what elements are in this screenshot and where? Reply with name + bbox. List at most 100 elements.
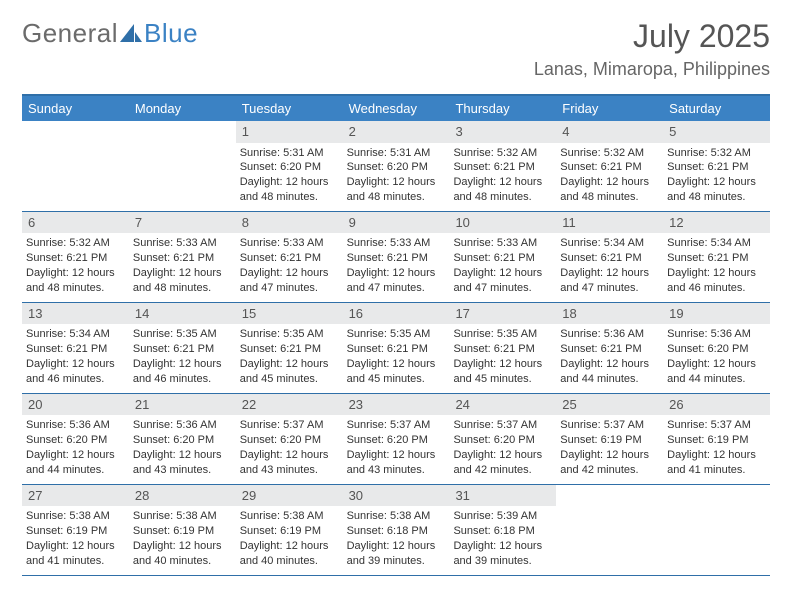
daylight-line: Daylight: 12 hours and 44 minutes. (26, 448, 125, 478)
day-details: Sunrise: 5:32 AMSunset: 6:21 PMDaylight:… (22, 233, 129, 301)
day-number: 8 (236, 212, 343, 234)
day-cell: 22Sunrise: 5:37 AMSunset: 6:20 PMDayligh… (236, 394, 343, 484)
day-cell: 29Sunrise: 5:38 AMSunset: 6:19 PMDayligh… (236, 485, 343, 575)
daylight-line: Daylight: 12 hours and 46 minutes. (667, 266, 766, 296)
day-details: Sunrise: 5:36 AMSunset: 6:21 PMDaylight:… (556, 324, 663, 392)
day-number: 13 (22, 303, 129, 325)
daylight-line: Daylight: 12 hours and 47 minutes. (560, 266, 659, 296)
daylight-line: Daylight: 12 hours and 43 minutes. (347, 448, 446, 478)
day-details: Sunrise: 5:38 AMSunset: 6:18 PMDaylight:… (343, 506, 450, 574)
weekday-label: Friday (556, 96, 663, 121)
day-number: 14 (129, 303, 236, 325)
day-cell: 14Sunrise: 5:35 AMSunset: 6:21 PMDayligh… (129, 303, 236, 393)
day-cell: 10Sunrise: 5:33 AMSunset: 6:21 PMDayligh… (449, 212, 556, 302)
day-details: Sunrise: 5:37 AMSunset: 6:20 PMDaylight:… (343, 415, 450, 483)
day-number: 7 (129, 212, 236, 234)
daylight-line: Daylight: 12 hours and 47 minutes. (240, 266, 339, 296)
daylight-line: Daylight: 12 hours and 42 minutes. (560, 448, 659, 478)
sunset-line: Sunset: 6:21 PM (240, 251, 339, 266)
sunset-line: Sunset: 6:21 PM (560, 342, 659, 357)
logo-word-2: Blue (144, 18, 198, 49)
calendar-body: ....1Sunrise: 5:31 AMSunset: 6:20 PMDayl… (22, 121, 770, 576)
weekday-label: Saturday (663, 96, 770, 121)
weekday-label: Monday (129, 96, 236, 121)
sunrise-line: Sunrise: 5:31 AM (240, 146, 339, 161)
day-number: 1 (236, 121, 343, 143)
daylight-line: Daylight: 12 hours and 44 minutes. (560, 357, 659, 387)
daylight-line: Daylight: 12 hours and 46 minutes. (26, 357, 125, 387)
daylight-line: Daylight: 12 hours and 39 minutes. (347, 539, 446, 569)
day-cell: 5Sunrise: 5:32 AMSunset: 6:21 PMDaylight… (663, 121, 770, 211)
day-cell: .. (556, 485, 663, 575)
weekday-label: Wednesday (343, 96, 450, 121)
sunrise-line: Sunrise: 5:34 AM (26, 327, 125, 342)
daylight-line: Daylight: 12 hours and 41 minutes. (667, 448, 766, 478)
sunrise-line: Sunrise: 5:32 AM (453, 146, 552, 161)
sunrise-line: Sunrise: 5:33 AM (133, 236, 232, 251)
daylight-line: Daylight: 12 hours and 40 minutes. (240, 539, 339, 569)
sunset-line: Sunset: 6:20 PM (240, 433, 339, 448)
day-number: 12 (663, 212, 770, 234)
daylight-line: Daylight: 12 hours and 48 minutes. (133, 266, 232, 296)
day-number: 16 (343, 303, 450, 325)
day-details: Sunrise: 5:34 AMSunset: 6:21 PMDaylight:… (556, 233, 663, 301)
day-details: Sunrise: 5:38 AMSunset: 6:19 PMDaylight:… (129, 506, 236, 574)
sunset-line: Sunset: 6:21 PM (26, 251, 125, 266)
day-cell: 9Sunrise: 5:33 AMSunset: 6:21 PMDaylight… (343, 212, 450, 302)
day-number: 19 (663, 303, 770, 325)
day-cell: 3Sunrise: 5:32 AMSunset: 6:21 PMDaylight… (449, 121, 556, 211)
day-number: 11 (556, 212, 663, 234)
daylight-line: Daylight: 12 hours and 48 minutes. (453, 175, 552, 205)
day-cell: 18Sunrise: 5:36 AMSunset: 6:21 PMDayligh… (556, 303, 663, 393)
daylight-line: Daylight: 12 hours and 41 minutes. (26, 539, 125, 569)
day-details: Sunrise: 5:33 AMSunset: 6:21 PMDaylight:… (449, 233, 556, 301)
day-number: 24 (449, 394, 556, 416)
sunrise-line: Sunrise: 5:37 AM (667, 418, 766, 433)
day-cell: 24Sunrise: 5:37 AMSunset: 6:20 PMDayligh… (449, 394, 556, 484)
day-number: 9 (343, 212, 450, 234)
day-number: 31 (449, 485, 556, 507)
day-cell: 21Sunrise: 5:36 AMSunset: 6:20 PMDayligh… (129, 394, 236, 484)
day-details: Sunrise: 5:36 AMSunset: 6:20 PMDaylight:… (22, 415, 129, 483)
day-cell: 16Sunrise: 5:35 AMSunset: 6:21 PMDayligh… (343, 303, 450, 393)
daylight-line: Daylight: 12 hours and 48 minutes. (26, 266, 125, 296)
sunset-line: Sunset: 6:21 PM (133, 251, 232, 266)
day-number: 29 (236, 485, 343, 507)
day-number: 22 (236, 394, 343, 416)
sunset-line: Sunset: 6:21 PM (560, 160, 659, 175)
logo: General Blue (22, 18, 198, 49)
day-number: 4 (556, 121, 663, 143)
sunrise-line: Sunrise: 5:39 AM (453, 509, 552, 524)
daylight-line: Daylight: 12 hours and 48 minutes. (560, 175, 659, 205)
daylight-line: Daylight: 12 hours and 40 minutes. (133, 539, 232, 569)
sunrise-line: Sunrise: 5:32 AM (560, 146, 659, 161)
day-cell: 11Sunrise: 5:34 AMSunset: 6:21 PMDayligh… (556, 212, 663, 302)
week-row: 6Sunrise: 5:32 AMSunset: 6:21 PMDaylight… (22, 212, 770, 303)
sunset-line: Sunset: 6:21 PM (133, 342, 232, 357)
day-number: 27 (22, 485, 129, 507)
day-details: Sunrise: 5:35 AMSunset: 6:21 PMDaylight:… (236, 324, 343, 392)
weekday-label: Tuesday (236, 96, 343, 121)
month-title: July 2025 (534, 18, 770, 55)
sunset-line: Sunset: 6:21 PM (667, 160, 766, 175)
sunrise-line: Sunrise: 5:32 AM (667, 146, 766, 161)
day-cell: 8 Sunrise: 5:33 AMSunset: 6:21 PMDaylight… (236, 212, 343, 302)
daylight-line: Daylight: 12 hours and 47 minutes. (347, 266, 446, 296)
day-details: Sunrise: 5:33 AMSunset: 6:21 PMDaylight:… (343, 233, 450, 301)
sunset-line: Sunset: 6:19 PM (667, 433, 766, 448)
day-cell: 20Sunrise: 5:36 AMSunset: 6:20 PMDayligh… (22, 394, 129, 484)
sunset-line: Sunset: 6:20 PM (347, 160, 446, 175)
header: General Blue July 2025 Lanas, Mimaropa, … (22, 18, 770, 80)
day-details: Sunrise: 5:36 AMSunset: 6:20 PMDaylight:… (663, 324, 770, 392)
week-row: 13Sunrise: 5:34 AMSunset: 6:21 PMDayligh… (22, 303, 770, 394)
day-details: Sunrise: 5:37 AMSunset: 6:20 PMDaylight:… (449, 415, 556, 483)
day-details: Sunrise: 5:34 AMSunset: 6:21 PMDaylight:… (22, 324, 129, 392)
calendar: SundayMondayTuesdayWednesdayThursdayFrid… (22, 94, 770, 576)
sunrise-line: Sunrise: 5:36 AM (26, 418, 125, 433)
day-cell: .. (22, 121, 129, 211)
sunrise-line: Sunrise: 5:33 AM (240, 236, 339, 251)
sunset-line: Sunset: 6:20 PM (347, 433, 446, 448)
day-number: 15 (236, 303, 343, 325)
sunrise-line: Sunrise: 5:35 AM (347, 327, 446, 342)
day-number: 2 (343, 121, 450, 143)
